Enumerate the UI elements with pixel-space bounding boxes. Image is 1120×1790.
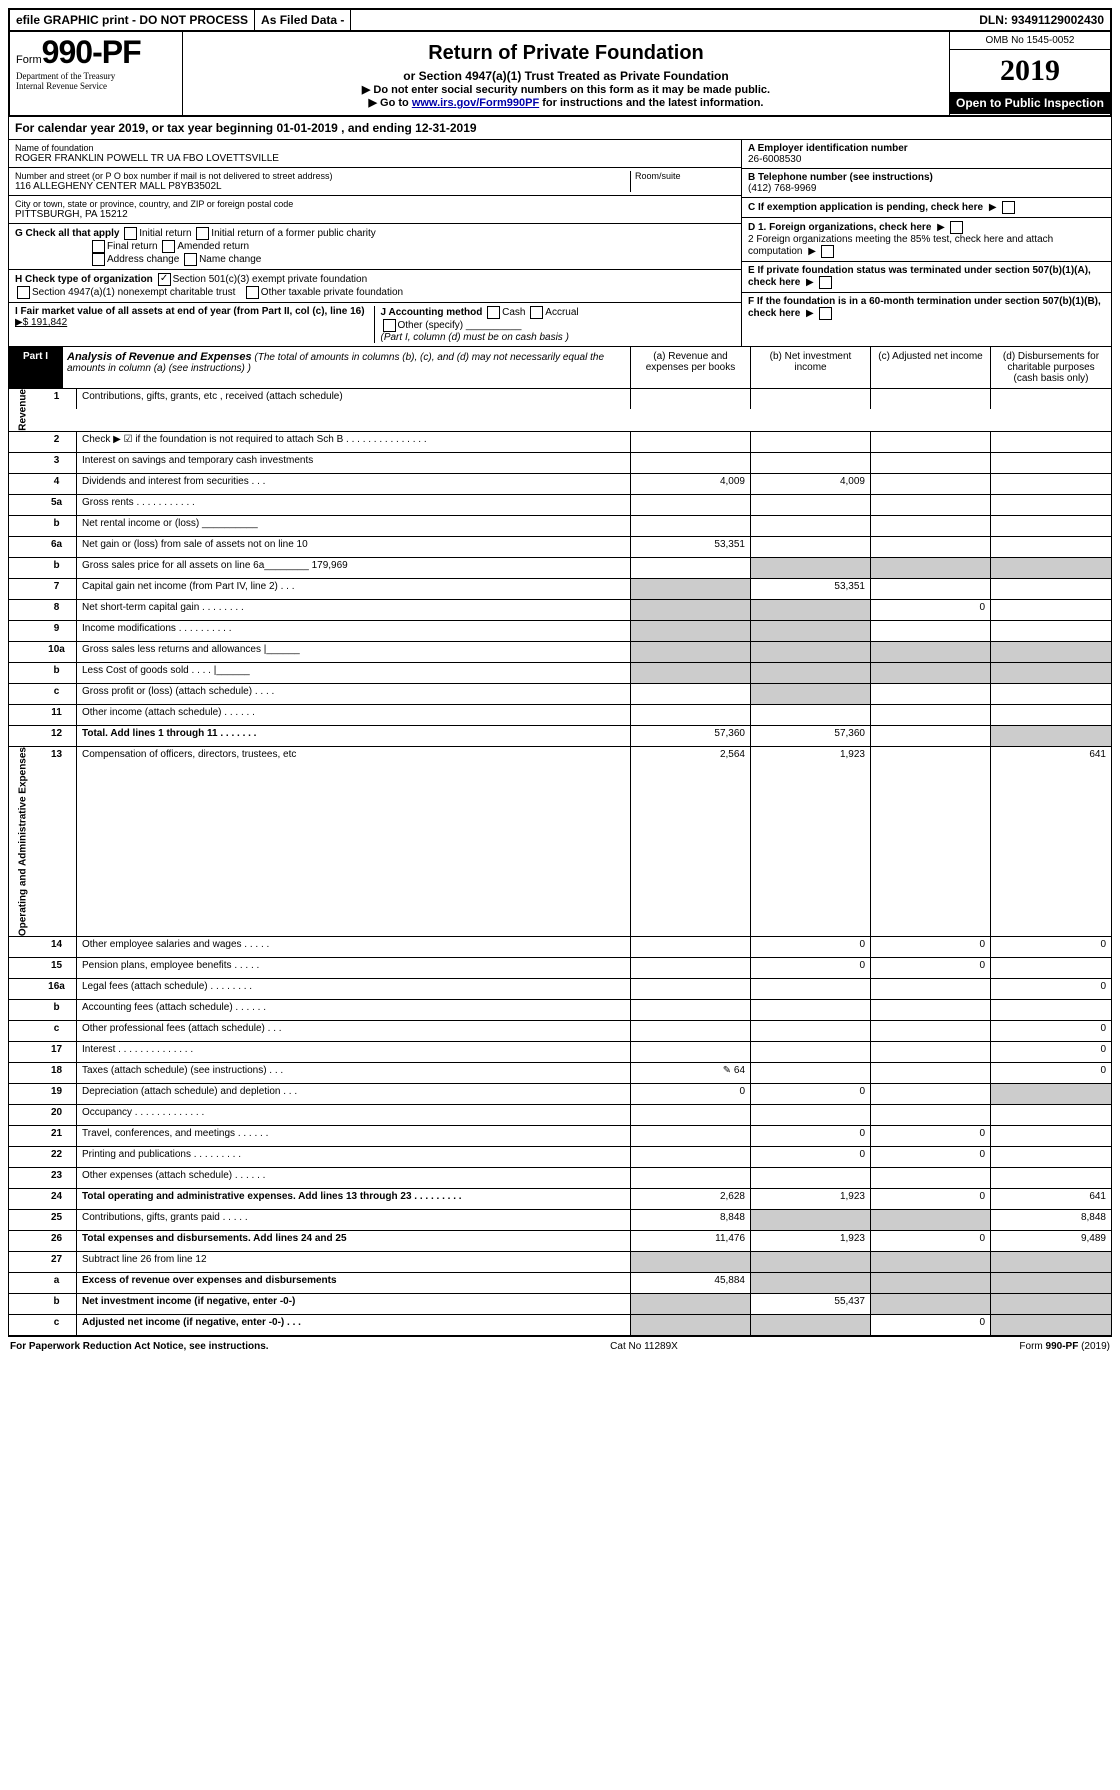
asfiled-label: As Filed Data - [255,10,351,30]
line-g: G Check all that apply Initial return In… [9,224,741,270]
part1: Part I Analysis of Revenue and Expenses … [8,347,1112,1337]
line-d: D 1. Foreign organizations, check here 2… [742,218,1111,262]
table-row: 16aLegal fees (attach schedule) . . . . … [9,979,1111,1000]
line-f: F If the foundation is in a 60-month ter… [742,293,1111,323]
table-row: 6aNet gain or (loss) from sale of assets… [9,537,1111,558]
table-row: 21Travel, conferences, and meetings . . … [9,1126,1111,1147]
entity-block: Name of foundation ROGER FRANKLIN POWELL… [8,140,1112,347]
open-to-public: Open to Public Inspection [950,92,1110,114]
topbar: efile GRAPHIC print - DO NOT PROCESS As … [8,8,1112,32]
table-row: 23Other expenses (attach schedule) . . .… [9,1168,1111,1189]
table-row: bNet rental income or (loss) __________ [9,516,1111,537]
table-row: 15Pension plans, employee benefits . . .… [9,958,1111,979]
table-row: 11Other income (attach schedule) . . . .… [9,705,1111,726]
col-c-head: (c) Adjusted net income [871,347,991,389]
omb-number: OMB No 1545-0052 [950,32,1110,50]
form-word: Form [16,54,42,66]
addr-label: Number and street (or P O box number if … [15,171,630,181]
part1-badge: Part I [9,347,63,389]
col-a-head: (a) Revenue and expenses per books [631,347,751,389]
table-row: Operating and Administrative Expenses13C… [9,747,1111,937]
part1-title: Analysis of Revenue and Expenses (The to… [63,347,631,389]
form-header: Form 990-PF Department of the Treasury I… [8,32,1112,117]
dln-value: 93491129002430 [1011,13,1104,27]
table-row: 26Total expenses and disbursements. Add … [9,1231,1111,1252]
table-row: aExcess of revenue over expenses and dis… [9,1273,1111,1294]
line-c: C If exemption application is pending, c… [748,202,983,213]
table-row: 27Subtract line 26 from line 12 [9,1252,1111,1273]
revenue-section-label: Revenue [9,389,37,431]
addr-value: 116 ALLEGHENY CENTER MALL P8YB3502L [15,181,630,192]
table-row: 2Check ▶ ☑ if the foundation is not requ… [9,432,1111,453]
table-row: bAccounting fees (attach schedule) . . .… [9,1000,1111,1021]
tax-year: 2019 [950,50,1110,92]
page-footer: For Paperwork Reduction Act Notice, see … [8,1337,1112,1356]
footer-mid: Cat No 11289X [610,1341,678,1352]
instr-1: ▶ Do not enter social security numbers o… [191,83,941,96]
form-title: Return of Private Foundation [191,42,941,65]
tel-label: B Telephone number (see instructions) [748,172,933,183]
irs-link[interactable]: www.irs.gov/Form990PF [412,97,539,109]
expenses-section-label: Operating and Administrative Expenses [9,747,37,936]
efile-label: efile GRAPHIC print - DO NOT PROCESS [10,10,255,30]
col-d-head: (d) Disbursements for charitable purpose… [991,347,1111,389]
form-subtitle: or Section 4947(a)(1) Trust Treated as P… [191,69,941,83]
table-row: 7Capital gain net income (from Part IV, … [9,579,1111,600]
table-row: 17Interest . . . . . . . . . . . . . .0 [9,1042,1111,1063]
calendar-year-line: For calendar year 2019, or tax year begi… [8,117,1112,140]
ein-value: 26-6008530 [748,154,801,165]
footer-left: For Paperwork Reduction Act Notice, see … [10,1341,269,1352]
table-row: 22Printing and publications . . . . . . … [9,1147,1111,1168]
instr-2: ▶ Go to www.irs.gov/Form990PF for instru… [191,96,941,109]
city-value: PITTSBURGH, PA 15212 [15,209,735,220]
line-h: H Check type of organization ✓Section 50… [9,270,741,303]
table-row: 20Occupancy . . . . . . . . . . . . . [9,1105,1111,1126]
table-row: 14Other employee salaries and wages . . … [9,937,1111,958]
line-e: E If private foundation status was termi… [742,262,1111,293]
table-row: Revenue1Contributions, gifts, grants, et… [9,389,1111,432]
table-row: 24Total operating and administrative exp… [9,1189,1111,1210]
form-number: 990-PF [42,34,141,71]
name-label: Name of foundation [15,143,735,153]
table-row: 5aGross rents . . . . . . . . . . . [9,495,1111,516]
table-row: 8Net short-term capital gain . . . . . .… [9,600,1111,621]
table-row: 9Income modifications . . . . . . . . . … [9,621,1111,642]
table-row: bNet investment income (if negative, ent… [9,1294,1111,1315]
city-label: City or town, state or province, country… [15,199,735,209]
table-row: bLess Cost of goods sold . . . . |______ [9,663,1111,684]
dept-irs: Internal Revenue Service [16,81,176,91]
table-row: 10aGross sales less returns and allowanc… [9,642,1111,663]
table-row: 19Depreciation (attach schedule) and dep… [9,1084,1111,1105]
tel-value: (412) 768-9969 [748,183,816,194]
table-row: 3Interest on savings and temporary cash … [9,453,1111,474]
table-row: 18Taxes (attach schedule) (see instructi… [9,1063,1111,1084]
dln: DLN: 93491129002430 [351,10,1110,30]
table-row: 12Total. Add lines 1 through 11 . . . . … [9,726,1111,747]
table-row: cAdjusted net income (if negative, enter… [9,1315,1111,1336]
ein-label: A Employer identification number [748,143,908,154]
table-row: cGross profit or (loss) (attach schedule… [9,684,1111,705]
dln-label: DLN: [979,13,1008,27]
foundation-name: ROGER FRANKLIN POWELL TR UA FBO LOVETTSV… [15,153,735,164]
table-row: 4Dividends and interest from securities … [9,474,1111,495]
table-row: 25Contributions, gifts, grants paid . . … [9,1210,1111,1231]
table-row: cOther professional fees (attach schedul… [9,1021,1111,1042]
table-row: bGross sales price for all assets on lin… [9,558,1111,579]
room-label: Room/suite [635,171,735,181]
col-b-head: (b) Net investment income [751,347,871,389]
dept-treasury: Department of the Treasury [16,71,176,81]
footer-right: Form 990-PF (2019) [1019,1341,1110,1352]
line-ij: I Fair market value of all assets at end… [9,303,741,346]
